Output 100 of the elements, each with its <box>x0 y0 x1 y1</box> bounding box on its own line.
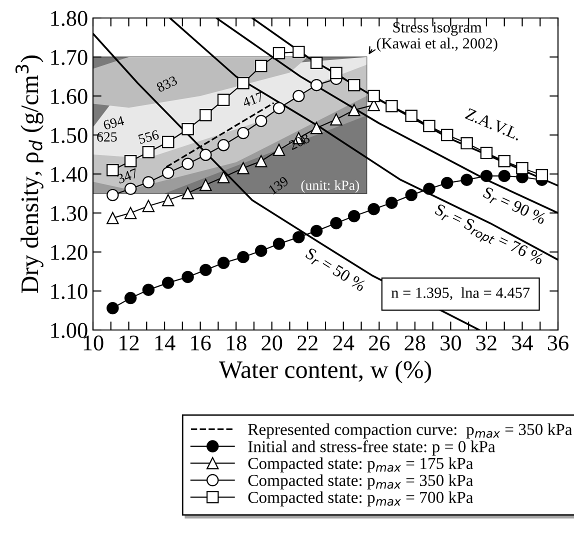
point <box>237 77 250 90</box>
point <box>330 66 342 80</box>
annotation: S$_{r}$ = 50 % <box>304 247 367 294</box>
point <box>272 46 286 60</box>
point <box>405 110 418 122</box>
point <box>162 136 174 148</box>
point <box>272 238 286 250</box>
point <box>441 176 454 190</box>
point <box>272 102 286 114</box>
x-tick-label: 32 <box>476 336 496 350</box>
point <box>217 139 230 152</box>
point <box>106 302 119 314</box>
y-tick-label: 1.50 <box>51 128 88 144</box>
legend-label: Compacted state: p$_{max}$ = 175 kPa <box>248 457 474 472</box>
point <box>237 250 250 264</box>
point <box>292 90 305 102</box>
point <box>368 90 380 102</box>
annotation: n = 1.395, lna = 4.457 <box>391 287 530 300</box>
point <box>237 126 250 140</box>
point <box>423 182 436 195</box>
y-tick-label: 1.00 <box>51 322 88 338</box>
y-tick-label: 1.10 <box>51 284 88 300</box>
y-axis-title: Dry density, ρ$_{d}$ (g/cm$^{3}$) <box>15 56 44 294</box>
point <box>405 188 418 202</box>
point <box>480 146 493 160</box>
point <box>217 256 230 270</box>
point <box>310 224 323 238</box>
x-tick-label: 28 <box>404 336 426 350</box>
point <box>368 202 380 216</box>
x-axis-title: Water content, w (%) <box>218 360 431 384</box>
annotation: (unit: kPa) <box>301 180 360 193</box>
point <box>498 155 510 168</box>
point <box>441 128 454 142</box>
point <box>310 56 323 69</box>
point <box>310 122 323 134</box>
point <box>310 78 323 92</box>
y-tick-label: 1.70 <box>51 50 88 66</box>
y-tick-label: 1.20 <box>51 244 88 260</box>
point <box>423 120 436 132</box>
point <box>162 276 174 289</box>
point <box>124 292 137 304</box>
legend-label: Represented compaction curve: p$_{max}$ = 350 kPa <box>248 423 572 438</box>
point <box>460 174 473 186</box>
annotation: 417 <box>242 92 264 108</box>
point <box>142 146 155 158</box>
y-tick-label: 1.80 <box>51 10 88 26</box>
point <box>255 244 268 257</box>
x-tick-label: 26 <box>369 336 390 350</box>
annotation: 625 <box>97 132 117 142</box>
x-tick-label: 12 <box>120 336 139 350</box>
point <box>255 114 268 128</box>
point <box>124 155 137 168</box>
point <box>330 217 342 230</box>
legend-label: Compacted state: p$_{max}$ = 350 kPa <box>248 474 474 490</box>
x-tick-label: 20 <box>262 336 282 350</box>
point <box>200 148 212 161</box>
point <box>386 100 398 112</box>
legend-label: Compacted state: p$_{max}$ = 700 kPa <box>248 491 474 506</box>
point <box>237 162 250 174</box>
point <box>142 176 155 188</box>
point <box>536 169 548 182</box>
x-tick-label: 10 <box>84 336 104 350</box>
point <box>292 46 305 58</box>
point <box>255 60 268 72</box>
point <box>330 113 342 126</box>
x-tick-label: 16 <box>191 336 211 350</box>
x-tick-label: 18 <box>226 336 246 350</box>
legend-label: Initial and stress-free state: p = 0 kPa <box>248 440 496 456</box>
x-tick-label: 24 <box>333 336 354 350</box>
point <box>348 210 360 222</box>
point <box>182 158 194 170</box>
annotation: Stress isogram (Kawai et al., 2002) <box>376 22 498 52</box>
y-tick-label: 1.40 <box>51 166 88 182</box>
annotation: 694 <box>102 116 125 130</box>
annotation: 556 <box>138 130 160 144</box>
annotation: 139 <box>268 176 290 195</box>
point <box>200 109 212 122</box>
point <box>498 170 510 182</box>
point <box>162 166 174 179</box>
point <box>480 170 493 182</box>
point <box>217 94 230 106</box>
point <box>142 284 155 296</box>
point <box>348 78 360 92</box>
x-tick-label: 36 <box>548 336 568 350</box>
point <box>124 182 137 195</box>
annotation: 833 <box>156 76 178 92</box>
annotation: S$_{r}$ = 90 % <box>482 186 547 227</box>
x-tick-label: 14 <box>155 336 176 350</box>
point <box>292 231 305 244</box>
point <box>255 155 268 168</box>
x-tick-label: 30 <box>440 336 461 350</box>
point <box>200 264 212 276</box>
point <box>386 196 398 209</box>
x-tick-label: 22 <box>297 336 318 350</box>
y-tick-label: 1.60 <box>51 88 88 104</box>
point <box>516 162 528 174</box>
point <box>272 144 286 156</box>
annotation: 347 <box>116 168 138 184</box>
point <box>182 270 194 284</box>
y-tick-label: 1.30 <box>51 206 88 222</box>
